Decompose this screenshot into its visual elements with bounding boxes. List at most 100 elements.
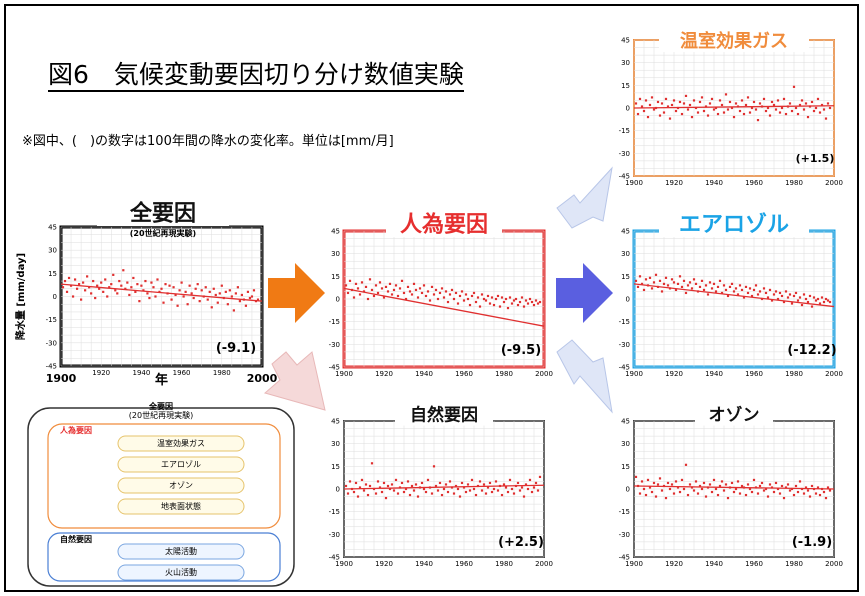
y-tick-label: -30 — [329, 531, 340, 539]
data-point — [150, 281, 153, 284]
data-point — [446, 300, 450, 304]
data-point — [114, 289, 117, 292]
factor-pill — [117, 498, 245, 515]
data-point — [522, 495, 526, 498]
data-point — [428, 299, 432, 302]
rate-label: (+2.5) — [498, 535, 544, 550]
data-point — [452, 492, 456, 495]
factor-pill-label: 温室効果ガス — [157, 438, 205, 448]
data-point — [704, 284, 708, 287]
data-point — [664, 496, 668, 500]
data-point — [156, 278, 159, 281]
data-point — [698, 100, 702, 104]
x-tick-label: 1980 — [495, 370, 513, 378]
data-point — [234, 292, 237, 295]
data-point — [826, 486, 830, 489]
x-tick-label: 1980 — [785, 179, 803, 187]
data-point — [668, 117, 672, 120]
y-tick-label: 45 — [621, 228, 630, 236]
data-point — [478, 305, 482, 308]
factor-pill-label: 太陽活動 — [165, 546, 197, 556]
data-point — [684, 463, 688, 466]
data-point — [740, 484, 744, 488]
data-point — [818, 111, 822, 114]
data-point — [456, 487, 460, 491]
data-point — [680, 285, 684, 289]
data-point — [814, 492, 818, 495]
data-point — [376, 291, 380, 295]
data-point — [538, 300, 542, 304]
data-point — [670, 278, 674, 281]
data-point — [344, 484, 348, 488]
data-point — [448, 480, 452, 483]
title-backdrop — [695, 402, 773, 426]
data-point — [762, 489, 766, 492]
data-point — [354, 282, 358, 285]
data-point — [468, 489, 472, 492]
data-point — [792, 85, 796, 88]
data-point — [494, 297, 498, 301]
title-backdrop — [395, 402, 493, 426]
data-point — [782, 97, 786, 101]
data-point — [534, 481, 538, 485]
data-point — [210, 306, 213, 309]
data-point — [402, 291, 406, 295]
data-point — [400, 279, 404, 282]
data-point — [130, 286, 133, 289]
data-point — [764, 109, 768, 113]
x-tick-label: 1940 — [705, 179, 723, 187]
factor-diagram: 全要因 (20世紀再現実験) 人為要因 温室効果ガスエアロゾルオゾン地表面状態 … — [27, 401, 295, 587]
x-tick-label: 1920 — [92, 369, 110, 377]
data-point — [718, 484, 722, 488]
data-point — [678, 275, 682, 278]
data-point — [748, 287, 752, 290]
data-point — [426, 290, 430, 293]
data-point — [804, 486, 808, 489]
data-point — [684, 291, 688, 295]
data-point — [680, 112, 684, 116]
data-point — [410, 293, 414, 296]
data-point — [192, 296, 195, 300]
arrow-all-to-natural — [263, 351, 326, 411]
data-point — [422, 284, 426, 287]
data-point — [488, 302, 492, 305]
data-point — [700, 487, 704, 491]
data-point — [356, 495, 360, 498]
data-point — [430, 492, 434, 495]
data-point — [406, 480, 410, 483]
data-point — [824, 117, 828, 120]
data-point — [444, 290, 448, 293]
data-point — [438, 481, 442, 485]
data-point — [90, 292, 93, 295]
data-point — [828, 300, 832, 304]
data-point — [528, 297, 532, 301]
data-point — [694, 106, 698, 110]
y-tick-label: 45 — [48, 224, 57, 232]
y-tick-label: 15 — [621, 82, 630, 90]
factor-pill-label: 火山活動 — [165, 567, 197, 577]
data-point — [69, 284, 73, 287]
factor-pill-label: オゾン — [169, 481, 193, 490]
data-point — [484, 299, 488, 302]
data-point — [664, 97, 668, 101]
data-point — [346, 492, 350, 495]
x-tick-label: 1900 — [625, 179, 643, 187]
data-point — [726, 108, 730, 111]
y-tick-label: 0 — [336, 486, 340, 494]
chart-title: エアロゾル — [679, 211, 789, 237]
data-point — [820, 103, 824, 107]
data-point — [816, 97, 820, 101]
data-point — [774, 290, 778, 293]
data-point — [152, 286, 155, 289]
y-tick-label: 30 — [621, 440, 630, 448]
y-tick-label: 45 — [621, 37, 630, 45]
y-tick-label: 0 — [626, 105, 630, 113]
x-axis-label: 年 — [155, 372, 168, 388]
data-point — [778, 492, 782, 495]
data-point — [514, 297, 518, 301]
data-point — [458, 495, 462, 498]
data-point — [690, 115, 694, 119]
data-point — [794, 106, 798, 110]
